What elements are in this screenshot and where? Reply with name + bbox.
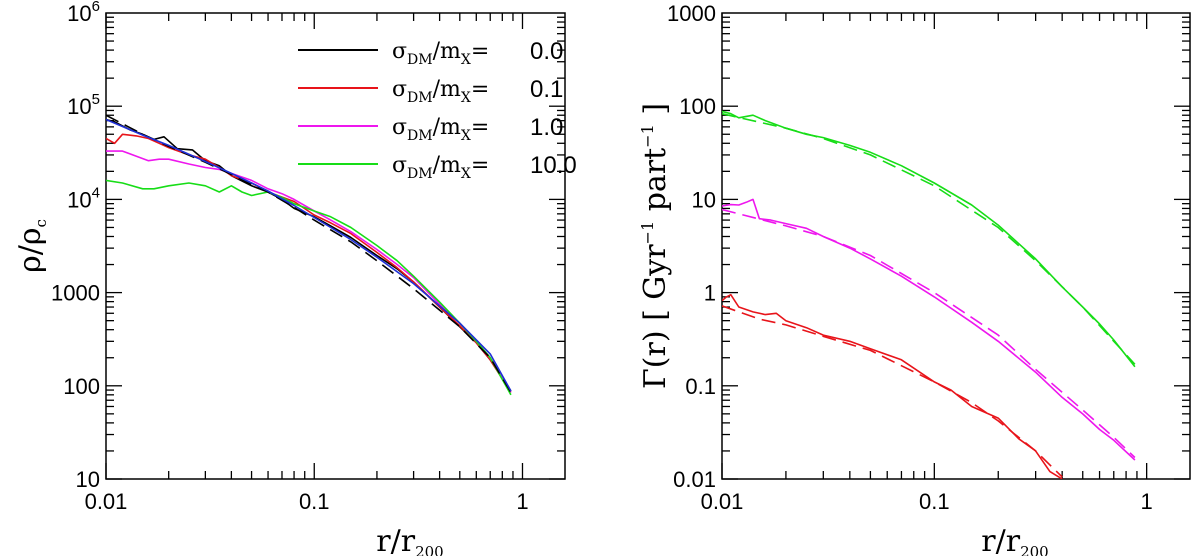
- y-tick-label: 1000: [51, 281, 100, 306]
- legend-value: 10.0: [530, 152, 577, 179]
- plot-frame: [721, 12, 1191, 480]
- y-tick-label: 0.1: [685, 374, 716, 399]
- y-tick-label: 105: [67, 91, 100, 119]
- legend-value: 0.0: [530, 38, 563, 65]
- x-tick-label: 1: [1141, 489, 1153, 514]
- right-panel: 0.01 0.1 1 0.01 0.1 1 10 100 1000 r/r200 Γ(r) [ Gy…: [638, 1, 1191, 556]
- x-axis-label: r/r200: [981, 524, 1048, 556]
- left-panel: 0.01 0.1 1 10 100 1000 104 105 106 r/r200 ρ/ρc σDM/…: [13, 0, 577, 556]
- legend-label: σDM/mX=: [392, 153, 489, 182]
- y-tick-label: 100: [679, 94, 716, 119]
- y-tick-label: 10: [692, 187, 716, 212]
- series-line-3: [722, 208, 1136, 459]
- legend-value: 1.0: [530, 114, 563, 141]
- series-line-0: [722, 110, 1136, 368]
- legend-label: σDM/mX=: [392, 39, 489, 68]
- x-axis-label: r/r200: [376, 524, 443, 556]
- x-tick-label: 0.1: [299, 489, 330, 514]
- series-line-5: [106, 118, 512, 392]
- x-tick-label: 0.01: [701, 489, 744, 514]
- x-tick-label: 1: [516, 489, 528, 514]
- y-axis-label: ρ/ρc: [13, 219, 50, 273]
- x-tick-label: 0.1: [919, 489, 950, 514]
- series-line-2: [722, 198, 1136, 461]
- series-line-1: [722, 112, 1136, 365]
- series-line-3: [106, 179, 512, 396]
- legend-value: 0.1: [530, 76, 563, 103]
- y-tick-label: 104: [67, 184, 100, 212]
- plot-frame: [105, 12, 566, 480]
- y-axis-label: Γ(r) [ Gyr−1 part−1 ]: [638, 103, 673, 389]
- legend-label: σDM/mX=: [392, 115, 489, 144]
- legend-label: σDM/mX=: [392, 77, 489, 106]
- legend: σDM/mX= 0.0 σDM/mX= 0.1 σDM/mX= 1.0 σDM/mX= 10.…: [298, 38, 577, 182]
- y-tick-label: 106: [67, 0, 100, 26]
- y-tick-label: 0.01: [673, 467, 716, 492]
- series-line-5: [722, 305, 1063, 478]
- y-tick-label: 1000: [667, 1, 716, 26]
- series-line-2: [106, 150, 512, 393]
- x-tick-label: 0.01: [85, 489, 128, 514]
- y-tick-label: 100: [63, 374, 100, 399]
- y-tick-label: 10: [76, 467, 100, 492]
- y-tick-label: 1: [704, 281, 716, 306]
